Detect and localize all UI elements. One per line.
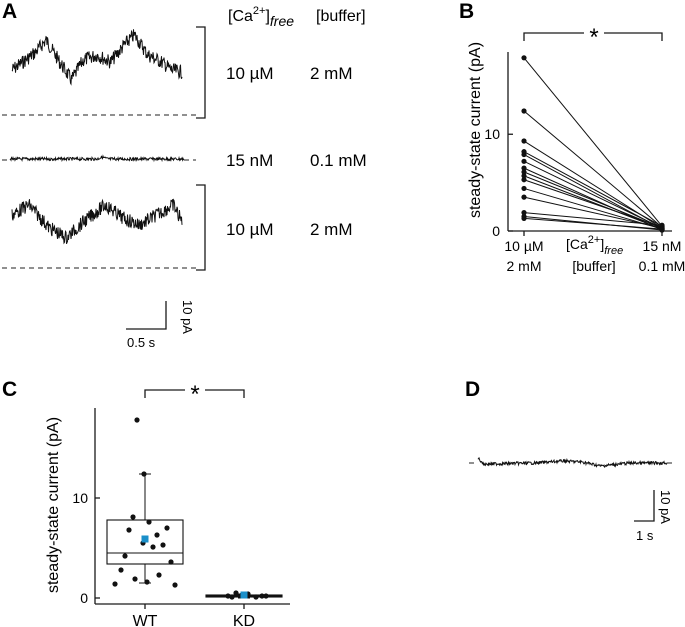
c-point-wt-2	[130, 514, 136, 520]
c-mean-kd	[240, 591, 248, 599]
c-xcat-wt: WT	[133, 613, 158, 627]
c-xcat-kd: KD	[233, 613, 255, 627]
c-point-wt-14	[132, 576, 138, 582]
bracket-a3	[196, 184, 206, 271]
c-point-wt-10	[122, 553, 128, 559]
b-pair-line-12	[523, 212, 663, 226]
b-point-pre-6	[521, 165, 527, 171]
b-point-pre-5	[521, 158, 527, 164]
b-pair-line-10	[523, 187, 663, 230]
b-point-pre-1	[521, 108, 527, 114]
scale-a-x: 0.5 s	[127, 335, 156, 350]
c-point-kd-8	[259, 593, 265, 599]
c-point-wt-6	[154, 532, 160, 538]
trace-a2	[9, 154, 185, 163]
b-pair-line-9	[523, 179, 663, 228]
row2-ca: 15 nM	[226, 151, 273, 170]
chart-b: 0 10	[484, 52, 672, 239]
b-pair-line-5	[523, 160, 663, 229]
c-point-wt-9	[150, 544, 156, 550]
row2-buffer: 0.1 mM	[310, 151, 367, 170]
header-ca: [Ca2+]free	[228, 5, 294, 29]
b-point-pre-2	[521, 138, 527, 144]
row3-ca: 10 µM	[226, 220, 274, 239]
b-point-pre-8	[521, 173, 527, 179]
c-box-wt	[106, 519, 184, 565]
trace-a3	[11, 198, 183, 245]
c-point-wt-3	[146, 519, 152, 525]
c-point-kd-5	[225, 593, 231, 599]
c-significance-star: *	[190, 381, 199, 408]
b-pair-line-8	[523, 175, 663, 230]
c-ytick-label-0: 0	[80, 590, 88, 606]
c-point-kd-6	[253, 594, 259, 600]
b-pair-line-0	[523, 57, 663, 227]
c-point-wt-17	[172, 582, 178, 588]
b-middle-ca: [Ca2+]free	[566, 234, 623, 257]
c-point-wt-12	[118, 567, 124, 573]
b-point-pre-7	[521, 169, 527, 175]
c-point-wt-0	[134, 417, 140, 423]
b-ytick-label-1: 10	[484, 126, 500, 142]
b-significance-star: *	[589, 24, 598, 51]
scale-bar-d	[634, 490, 655, 522]
row3-buffer: 2 mM	[310, 220, 353, 239]
scale-a-y: 10 pA	[180, 300, 195, 334]
c-point-wt-8	[160, 542, 166, 548]
b-point-post-12	[659, 222, 665, 228]
c-point-wt-16	[112, 581, 118, 587]
c-mean-wt	[141, 535, 149, 543]
c-point-wt-15	[144, 579, 150, 585]
b-pair-line-3	[523, 151, 663, 227]
c-point-wt-4	[164, 525, 170, 531]
c-point-wt-5	[126, 527, 132, 533]
b-xcat1-line2: 2 mM	[507, 258, 542, 274]
b-star-bg	[584, 26, 604, 40]
b-ytick-label-0: 0	[492, 223, 500, 239]
c-point-kd-4	[263, 593, 269, 599]
c-point-wt-13	[156, 572, 162, 578]
b-xcat2-line1: 15 nM	[643, 238, 682, 254]
panel-label-a: A	[2, 0, 17, 23]
row1-buffer: 2 mM	[310, 64, 353, 83]
b-point-pre-4	[521, 151, 527, 158]
c-point-kd-2	[229, 594, 235, 600]
scale-bar-a	[126, 301, 167, 330]
c-point-wt-11	[168, 559, 174, 565]
b-ylabel: steady-state current (pA)	[467, 42, 484, 218]
b-xcat1-line1: 10 µM	[504, 238, 543, 254]
b-point-pre-12	[521, 210, 527, 216]
trace-a1	[11, 29, 183, 86]
b-point-pre-0	[521, 55, 527, 61]
panel-label-d: D	[465, 378, 480, 401]
bracket-a1	[196, 26, 206, 119]
b-point-pre-10	[521, 185, 527, 192]
b-point-pre-14	[521, 215, 527, 222]
panel-label-c: C	[2, 378, 17, 401]
scale-d-x: 1 s	[636, 528, 654, 543]
b-pair-line-1	[523, 110, 663, 228]
b-pair-line-14	[523, 217, 663, 230]
scale-d-y: 10 pA	[658, 490, 673, 524]
panel-label-b: B	[459, 0, 474, 23]
c-point-wt-1	[141, 471, 147, 477]
c-star-bg	[185, 383, 205, 397]
b-xcat2-line2: 0.1 mM	[639, 258, 685, 274]
row1-ca: 10 µM	[226, 64, 274, 83]
c-ytick-label-1: 10	[72, 490, 88, 506]
b-point-pre-11	[521, 194, 527, 200]
b-middle-buffer: [buffer]	[572, 258, 615, 274]
c-ylabel: steady-state current (pA)	[45, 417, 62, 593]
header-buffer: [buffer]	[316, 8, 366, 25]
trace-d	[477, 456, 668, 468]
chart-c: 0 10	[72, 408, 290, 609]
b-point-post-14	[659, 226, 665, 232]
b-point-pre-9	[521, 177, 527, 183]
c-point-kd-0	[233, 590, 239, 596]
